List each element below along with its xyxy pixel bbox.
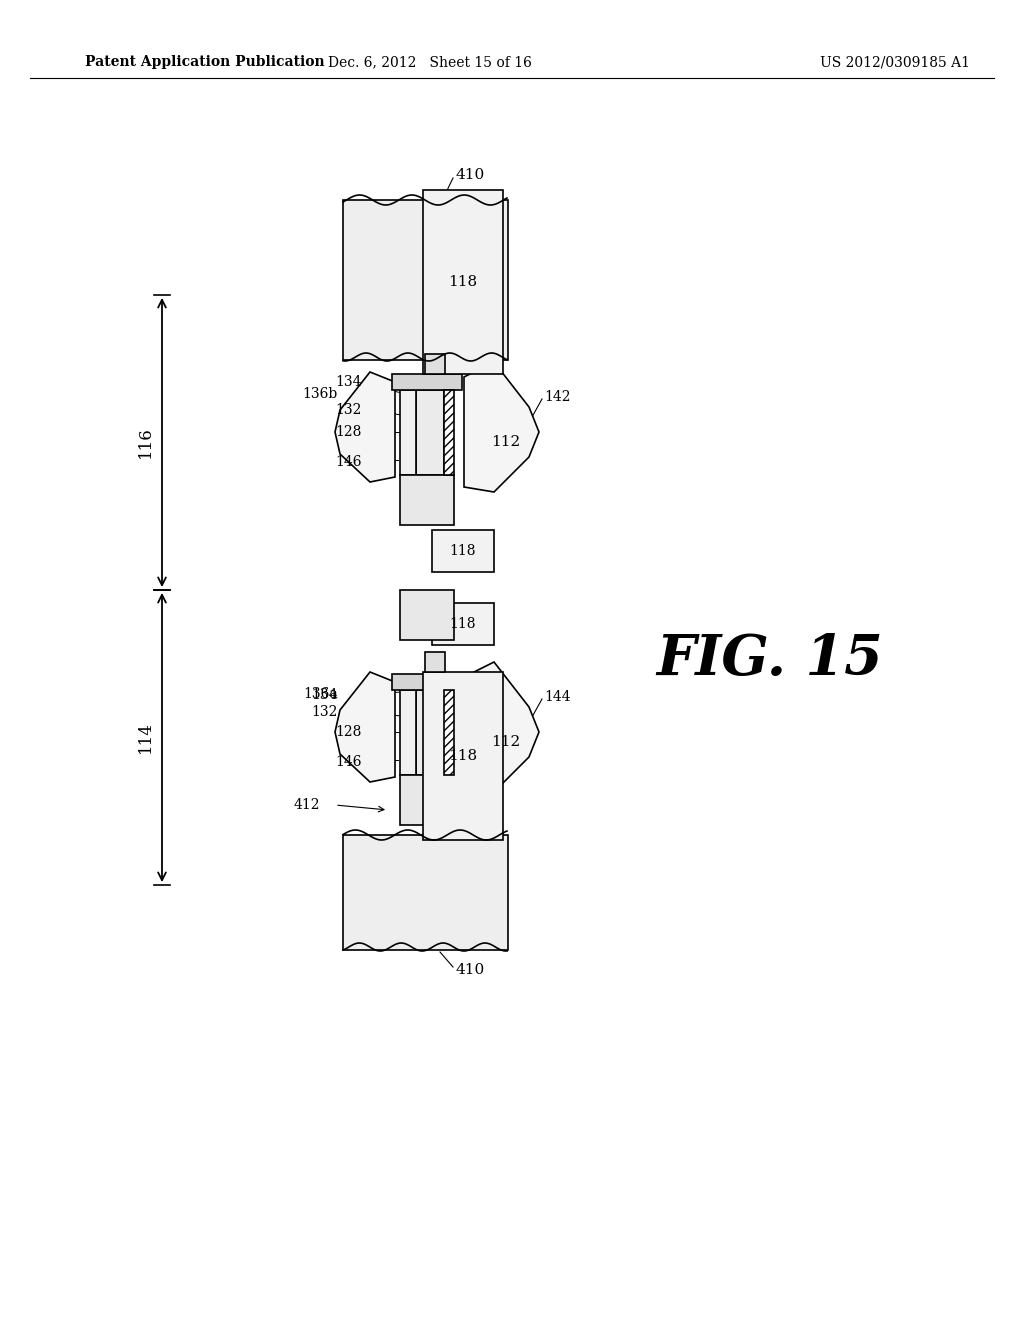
Text: 142: 142 xyxy=(544,389,570,404)
Text: 112: 112 xyxy=(492,436,520,449)
Bar xyxy=(444,690,454,775)
Text: 118: 118 xyxy=(449,275,477,289)
Bar xyxy=(416,690,444,775)
Text: 134: 134 xyxy=(311,688,338,702)
Text: 144: 144 xyxy=(544,690,570,704)
Bar xyxy=(343,201,508,360)
Text: Dec. 6, 2012   Sheet 15 of 16: Dec. 6, 2012 Sheet 15 of 16 xyxy=(328,55,531,69)
Bar xyxy=(343,836,508,950)
Text: 146: 146 xyxy=(336,455,362,469)
Bar xyxy=(423,190,503,374)
Polygon shape xyxy=(464,362,539,492)
Text: Patent Application Publication: Patent Application Publication xyxy=(85,55,325,69)
Text: 136a: 136a xyxy=(303,686,338,701)
Text: 410: 410 xyxy=(455,964,484,977)
Bar xyxy=(432,531,494,572)
Bar xyxy=(444,389,454,475)
Text: 116: 116 xyxy=(137,426,154,458)
Bar xyxy=(425,652,445,672)
Bar xyxy=(444,389,454,475)
Text: 132: 132 xyxy=(311,705,338,719)
Text: 132: 132 xyxy=(336,403,362,417)
Text: 112: 112 xyxy=(492,735,520,748)
Bar xyxy=(400,775,454,825)
Polygon shape xyxy=(335,672,395,781)
Polygon shape xyxy=(464,663,539,792)
Text: 134: 134 xyxy=(336,375,362,389)
Bar xyxy=(444,690,454,775)
Text: 114: 114 xyxy=(137,722,154,754)
Text: 136b: 136b xyxy=(303,387,338,401)
Bar xyxy=(423,672,503,840)
Text: FIG. 15: FIG. 15 xyxy=(656,632,884,688)
Text: 128: 128 xyxy=(336,425,362,440)
Text: 128: 128 xyxy=(336,725,362,739)
Bar xyxy=(400,389,416,475)
Bar xyxy=(400,590,454,640)
Text: 118: 118 xyxy=(450,616,476,631)
Text: 412: 412 xyxy=(294,799,319,812)
Bar xyxy=(400,475,454,525)
Text: 118: 118 xyxy=(450,544,476,558)
Text: 146: 146 xyxy=(336,755,362,770)
Bar xyxy=(392,675,462,690)
Bar xyxy=(425,354,445,374)
Bar xyxy=(432,603,494,645)
Bar xyxy=(416,389,444,475)
Text: 118: 118 xyxy=(449,748,477,763)
Bar xyxy=(400,690,416,775)
Text: US 2012/0309185 A1: US 2012/0309185 A1 xyxy=(820,55,970,69)
Text: 410: 410 xyxy=(455,168,484,182)
Polygon shape xyxy=(335,372,395,482)
Bar xyxy=(392,374,462,389)
